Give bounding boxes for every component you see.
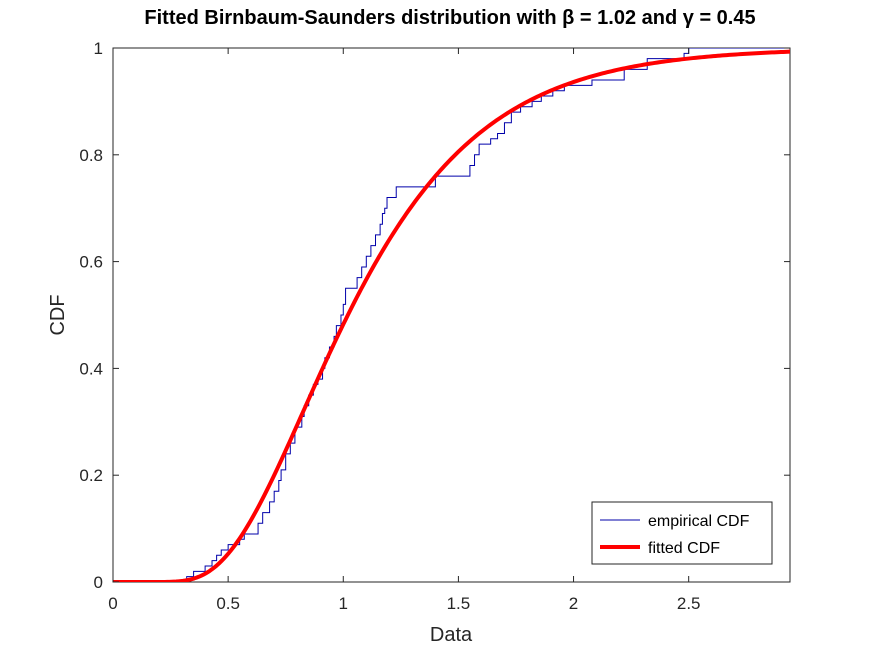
x-tick-label: 2.5: [677, 594, 701, 613]
y-tick-label: 0.4: [79, 359, 103, 378]
legend-entry-fitted: fitted CDF: [648, 540, 720, 557]
series-empirical-cdf: [113, 48, 790, 582]
legend: empirical CDF fitted CDF: [591, 501, 773, 565]
plot-area: [112, 47, 791, 583]
x-tick-label: 2: [569, 594, 578, 613]
series-fitted-cdf: [113, 49, 790, 582]
x-tick-label: 0: [108, 594, 117, 613]
y-tick-label: 0: [94, 573, 103, 592]
plot-series: [113, 48, 790, 582]
y-tick-label: 0.6: [79, 253, 103, 272]
y-tick-label: 0.2: [79, 466, 103, 485]
x-tick-label: 0.5: [216, 594, 240, 613]
axis-ticks: 0 0.5 1 1.5 2 2.5 0 0.2 0.4 0.6 0.8 1: [79, 39, 790, 613]
x-tick-label: 1: [339, 594, 348, 613]
y-tick-label: 1: [94, 39, 103, 58]
legend-entry-empirical: empirical CDF: [648, 513, 750, 530]
legend-box: [591, 501, 773, 565]
x-axis-label: Data: [430, 624, 473, 646]
y-axis-label: CDF: [47, 294, 69, 335]
x-tick-label: 1.5: [447, 594, 471, 613]
chart-title: Fitted Birnbaum-Saunders distribution wi…: [144, 7, 755, 29]
y-tick-label: 0.8: [79, 146, 103, 165]
